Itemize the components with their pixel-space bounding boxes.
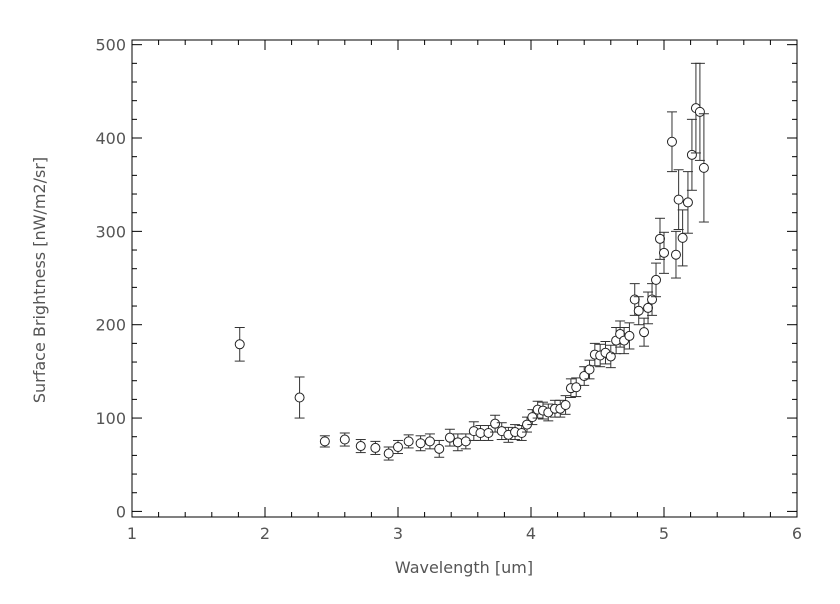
- data-point: [294, 376, 305, 419]
- point-marker: [571, 382, 582, 393]
- point-marker: [643, 302, 654, 313]
- point-marker: [393, 441, 403, 452]
- data-point: [339, 432, 350, 447]
- data-point: [666, 111, 677, 173]
- x-tick-label: 4: [526, 524, 536, 543]
- point-marker: [579, 371, 590, 382]
- point-marker: [673, 194, 684, 205]
- data-point: [651, 262, 662, 298]
- data-point: [670, 230, 681, 279]
- point-marker: [629, 294, 640, 305]
- data-point: [673, 169, 684, 230]
- data-point: [624, 322, 635, 350]
- point-marker: [424, 436, 435, 447]
- point-marker: [560, 399, 571, 410]
- point-marker: [460, 436, 471, 447]
- point-marker: [370, 442, 381, 453]
- data-point: [460, 433, 471, 450]
- data-point: [370, 440, 381, 455]
- y-axis-label: Surface Brightness [nW/m2/sr]: [30, 157, 49, 403]
- point-marker: [527, 412, 538, 423]
- data-point: [483, 425, 494, 441]
- y-tick-label: 400: [95, 129, 126, 148]
- data-point: [659, 231, 669, 274]
- data-point: [633, 296, 644, 326]
- data-point: [468, 421, 479, 441]
- data-point: [503, 426, 514, 443]
- data-point: [424, 433, 435, 450]
- data-point: [698, 113, 709, 223]
- point-marker: [444, 432, 455, 443]
- y-tick-label: 0: [116, 502, 126, 521]
- y-tick-label: 300: [95, 222, 126, 241]
- data-point: [475, 425, 486, 441]
- y-tick-label: 100: [95, 409, 126, 428]
- point-marker: [434, 443, 445, 454]
- point-marker: [403, 436, 414, 447]
- point-marker: [639, 327, 650, 338]
- x-tick-label: 6: [792, 524, 802, 543]
- data-point: [677, 209, 688, 267]
- data-point: [490, 414, 501, 433]
- data-point: [522, 416, 533, 433]
- point-marker: [686, 149, 697, 160]
- data-point: [560, 395, 571, 415]
- x-tick-label: 3: [393, 524, 403, 543]
- point-marker: [483, 427, 494, 438]
- y-tick-label: 200: [95, 316, 126, 335]
- data-point: [383, 446, 394, 461]
- point-marker: [670, 249, 681, 260]
- point-marker: [694, 106, 705, 117]
- plot-frame: [131, 39, 798, 518]
- x-tick-label: 1: [127, 524, 137, 543]
- data-point: [639, 317, 650, 347]
- point-marker: [383, 448, 394, 459]
- data-point: [516, 425, 527, 441]
- data-point: [444, 428, 455, 447]
- point-marker: [698, 162, 709, 173]
- data-point: [434, 439, 445, 458]
- data-point: [234, 327, 245, 362]
- point-marker: [677, 232, 688, 243]
- data-points: [234, 62, 709, 461]
- data-point: [584, 359, 595, 380]
- point-marker: [682, 197, 693, 208]
- x-axis-label: Wavelength [um]: [395, 558, 533, 577]
- data-point: [393, 439, 403, 455]
- data-point: [415, 435, 426, 452]
- point-marker: [490, 418, 501, 429]
- point-marker: [294, 392, 305, 403]
- data-point: [579, 366, 590, 386]
- point-marker: [415, 438, 426, 449]
- point-marker: [651, 274, 662, 285]
- point-marker: [659, 247, 669, 258]
- data-point: [319, 435, 330, 448]
- data-point: [682, 171, 693, 234]
- data-point: [403, 434, 414, 449]
- point-marker: [339, 434, 350, 445]
- point-marker: [584, 364, 595, 375]
- x-tick-label: 5: [659, 524, 669, 543]
- y-tick-label: 500: [95, 36, 126, 55]
- x-tick-label: 2: [260, 524, 270, 543]
- point-marker: [647, 294, 658, 305]
- data-point: [605, 344, 616, 369]
- data-point: [571, 377, 582, 398]
- point-marker: [666, 136, 677, 147]
- data-point: [355, 439, 366, 454]
- point-marker: [355, 441, 366, 452]
- point-marker: [234, 339, 245, 350]
- axis-ticks: [131, 40, 798, 517]
- point-marker: [633, 305, 644, 316]
- point-marker: [655, 233, 666, 244]
- tick-labels: 1 2 3 4 5 6 0 100 200 300 400 500: [95, 36, 802, 543]
- point-marker: [516, 427, 527, 438]
- point-marker: [624, 330, 635, 341]
- point-marker: [319, 436, 330, 447]
- data-point: [655, 217, 666, 260]
- point-marker: [605, 351, 616, 362]
